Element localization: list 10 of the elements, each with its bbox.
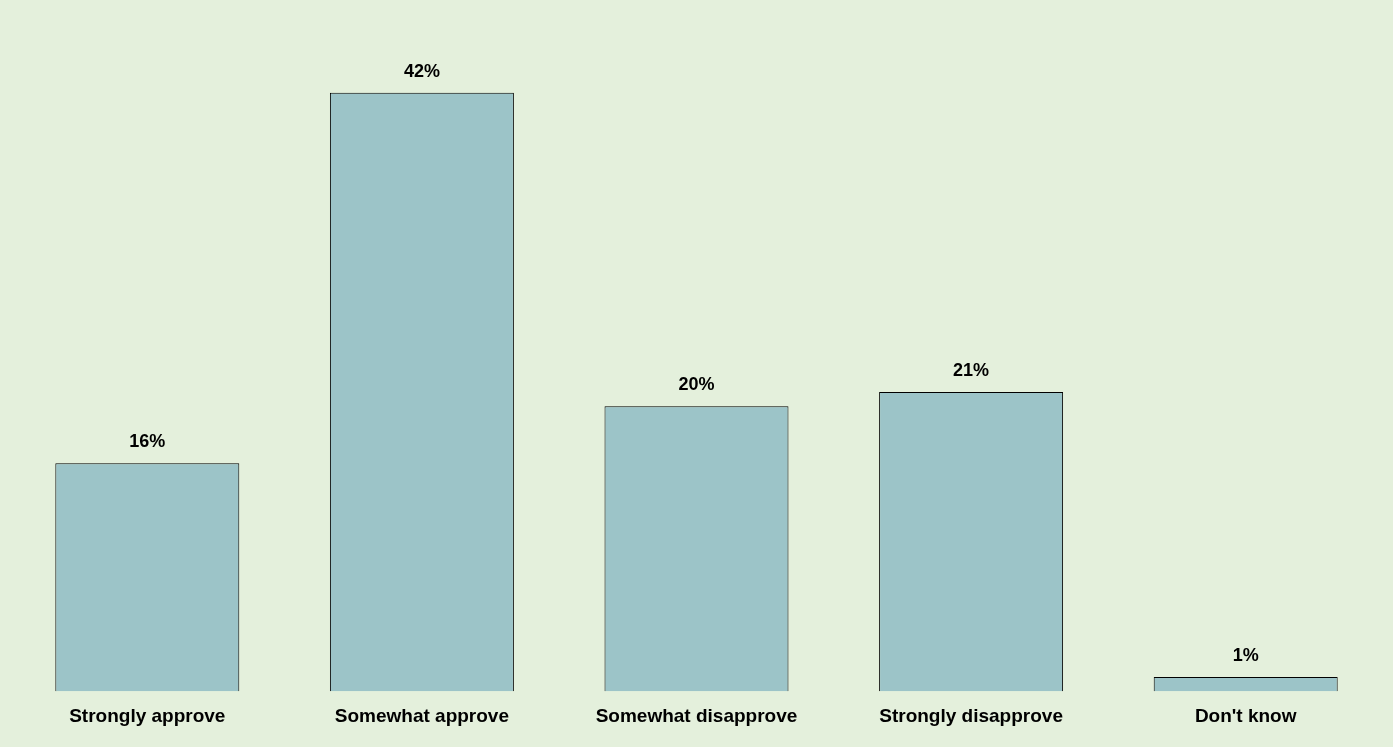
x-tick-label: Don't know (1194, 704, 1297, 726)
data-label: 20% (678, 374, 715, 395)
data-label: 16% (129, 431, 166, 452)
data-label: 1% (1232, 644, 1259, 665)
x-tick-label: Strongly approve (69, 704, 226, 726)
x-tick-label: Strongly disapprove (879, 704, 1063, 726)
data-label: 42% (403, 60, 440, 81)
data-label: 21% (953, 359, 990, 380)
x-tick-label: Somewhat approve (334, 704, 510, 726)
x-tick-label: Somewhat disapprove (595, 704, 798, 726)
